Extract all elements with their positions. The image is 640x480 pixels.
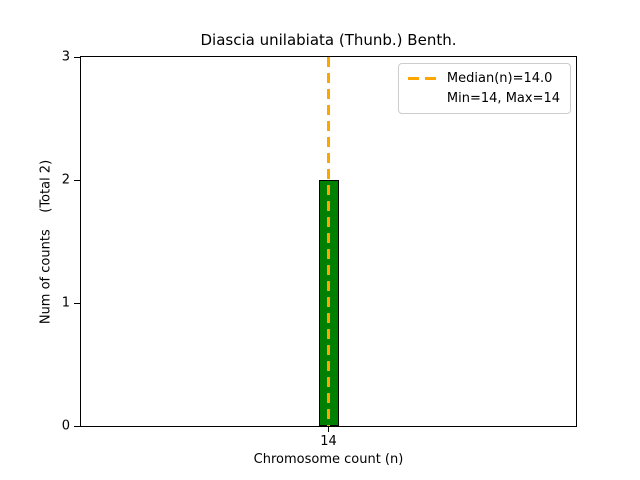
plot-area: 0 1 2 3 14 Median(n)=14.0 Min=14, Max=14 (62, 51, 577, 448)
legend-dashed-line-icon (407, 77, 437, 80)
y-tick-mark (74, 302, 80, 304)
legend-label: Median(n)=14.0 (446, 71, 553, 86)
x-axis-label: Chromosome count (n) (253, 452, 404, 467)
y-tick-label: 2 (61, 172, 70, 188)
y-tick-mark (74, 425, 80, 427)
y-tick-mark (74, 179, 80, 181)
chart-title: Diascia unilabiata (Thunb.) Benth. (200, 31, 457, 49)
y-tick-label: 1 (61, 295, 70, 311)
legend-label: Min=14, Max=14 (446, 91, 560, 106)
x-tick-mark (328, 426, 329, 432)
y-tick-label: 3 (61, 49, 70, 65)
y-axis-label: Num of counts (Total 2) (38, 159, 54, 325)
x-tick-label: 14 (320, 434, 337, 449)
legend: Median(n)=14.0 Min=14, Max=14 (397, 63, 571, 114)
y-tick-label: 0 (61, 418, 70, 434)
y-tick-mark (74, 56, 80, 58)
legend-entry: Min=14, Max=14 (408, 90, 560, 107)
legend-entry: Median(n)=14.0 (407, 70, 560, 87)
median-line (327, 57, 330, 426)
